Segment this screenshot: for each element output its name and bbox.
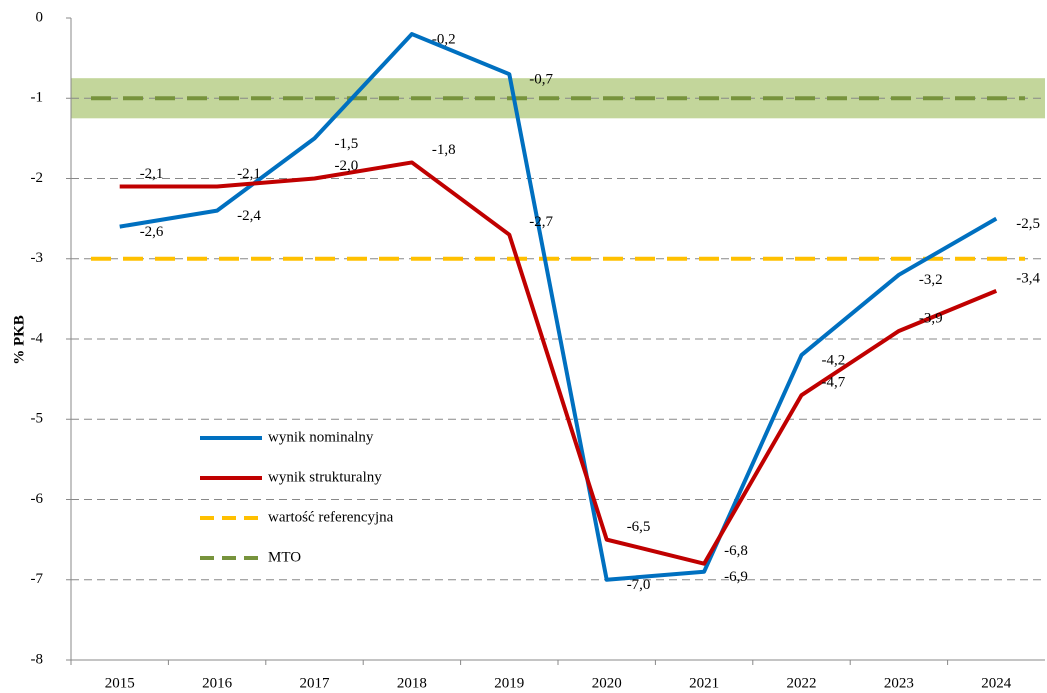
y-tick-label: -2 bbox=[31, 170, 44, 186]
data-label: -2,0 bbox=[335, 158, 359, 174]
data-label: -0,7 bbox=[529, 72, 553, 88]
data-label: -4,2 bbox=[822, 352, 846, 368]
data-label: -1,5 bbox=[335, 136, 359, 152]
legend-label: wynik nominalny bbox=[268, 429, 374, 445]
data-label: -6,8 bbox=[724, 543, 748, 559]
data-label: -2,7 bbox=[529, 214, 553, 230]
data-label: -2,5 bbox=[1016, 216, 1040, 232]
x-tick-label: 2017 bbox=[300, 675, 331, 691]
y-tick-label: -7 bbox=[31, 571, 44, 587]
y-tick-label: -3 bbox=[31, 250, 44, 266]
data-label: -4,7 bbox=[822, 375, 846, 391]
x-tick-label: 2024 bbox=[981, 675, 1012, 691]
data-label: -2,4 bbox=[237, 208, 261, 224]
legend-label: wartość referencyjna bbox=[268, 509, 394, 525]
y-tick-label: -6 bbox=[31, 491, 44, 507]
data-label: -2,1 bbox=[140, 166, 164, 182]
y-tick-label: -1 bbox=[31, 90, 44, 106]
data-label: -7,0 bbox=[627, 577, 651, 593]
x-tick-label: 2015 bbox=[105, 675, 135, 691]
x-tick-label: 2016 bbox=[202, 675, 233, 691]
data-label: -6,5 bbox=[627, 519, 651, 535]
data-label: -2,6 bbox=[140, 224, 164, 240]
x-tick-label: 2020 bbox=[592, 675, 622, 691]
data-label: -3,9 bbox=[919, 310, 943, 326]
data-label: -3,4 bbox=[1016, 270, 1040, 286]
x-tick-label: 2022 bbox=[787, 675, 817, 691]
series-line bbox=[119, 160, 998, 566]
legend-label: wynik strukturalny bbox=[268, 469, 382, 485]
x-tick-label: 2021 bbox=[689, 675, 719, 691]
data-label: -1,8 bbox=[432, 142, 456, 158]
data-label: -3,2 bbox=[919, 272, 943, 288]
series-line bbox=[119, 32, 998, 582]
data-label: -2,1 bbox=[237, 166, 261, 182]
y-tick-label: -4 bbox=[31, 330, 44, 346]
data-label: -6,9 bbox=[724, 569, 748, 585]
x-tick-label: 2023 bbox=[884, 675, 914, 691]
x-tick-label: 2018 bbox=[397, 675, 427, 691]
y-tick-label: -8 bbox=[31, 651, 44, 667]
y-tick-label: -5 bbox=[31, 411, 44, 427]
legend-label: MTO bbox=[268, 549, 301, 565]
x-tick-label: 2019 bbox=[494, 675, 524, 691]
data-label: -0,2 bbox=[432, 31, 456, 47]
y-tick-label: 0 bbox=[36, 9, 44, 25]
y-axis-label: % PKB bbox=[11, 315, 27, 365]
